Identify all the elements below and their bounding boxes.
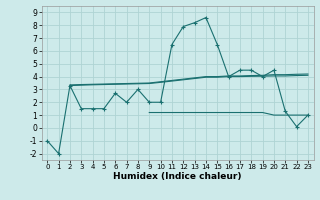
X-axis label: Humidex (Indice chaleur): Humidex (Indice chaleur) [113, 172, 242, 181]
